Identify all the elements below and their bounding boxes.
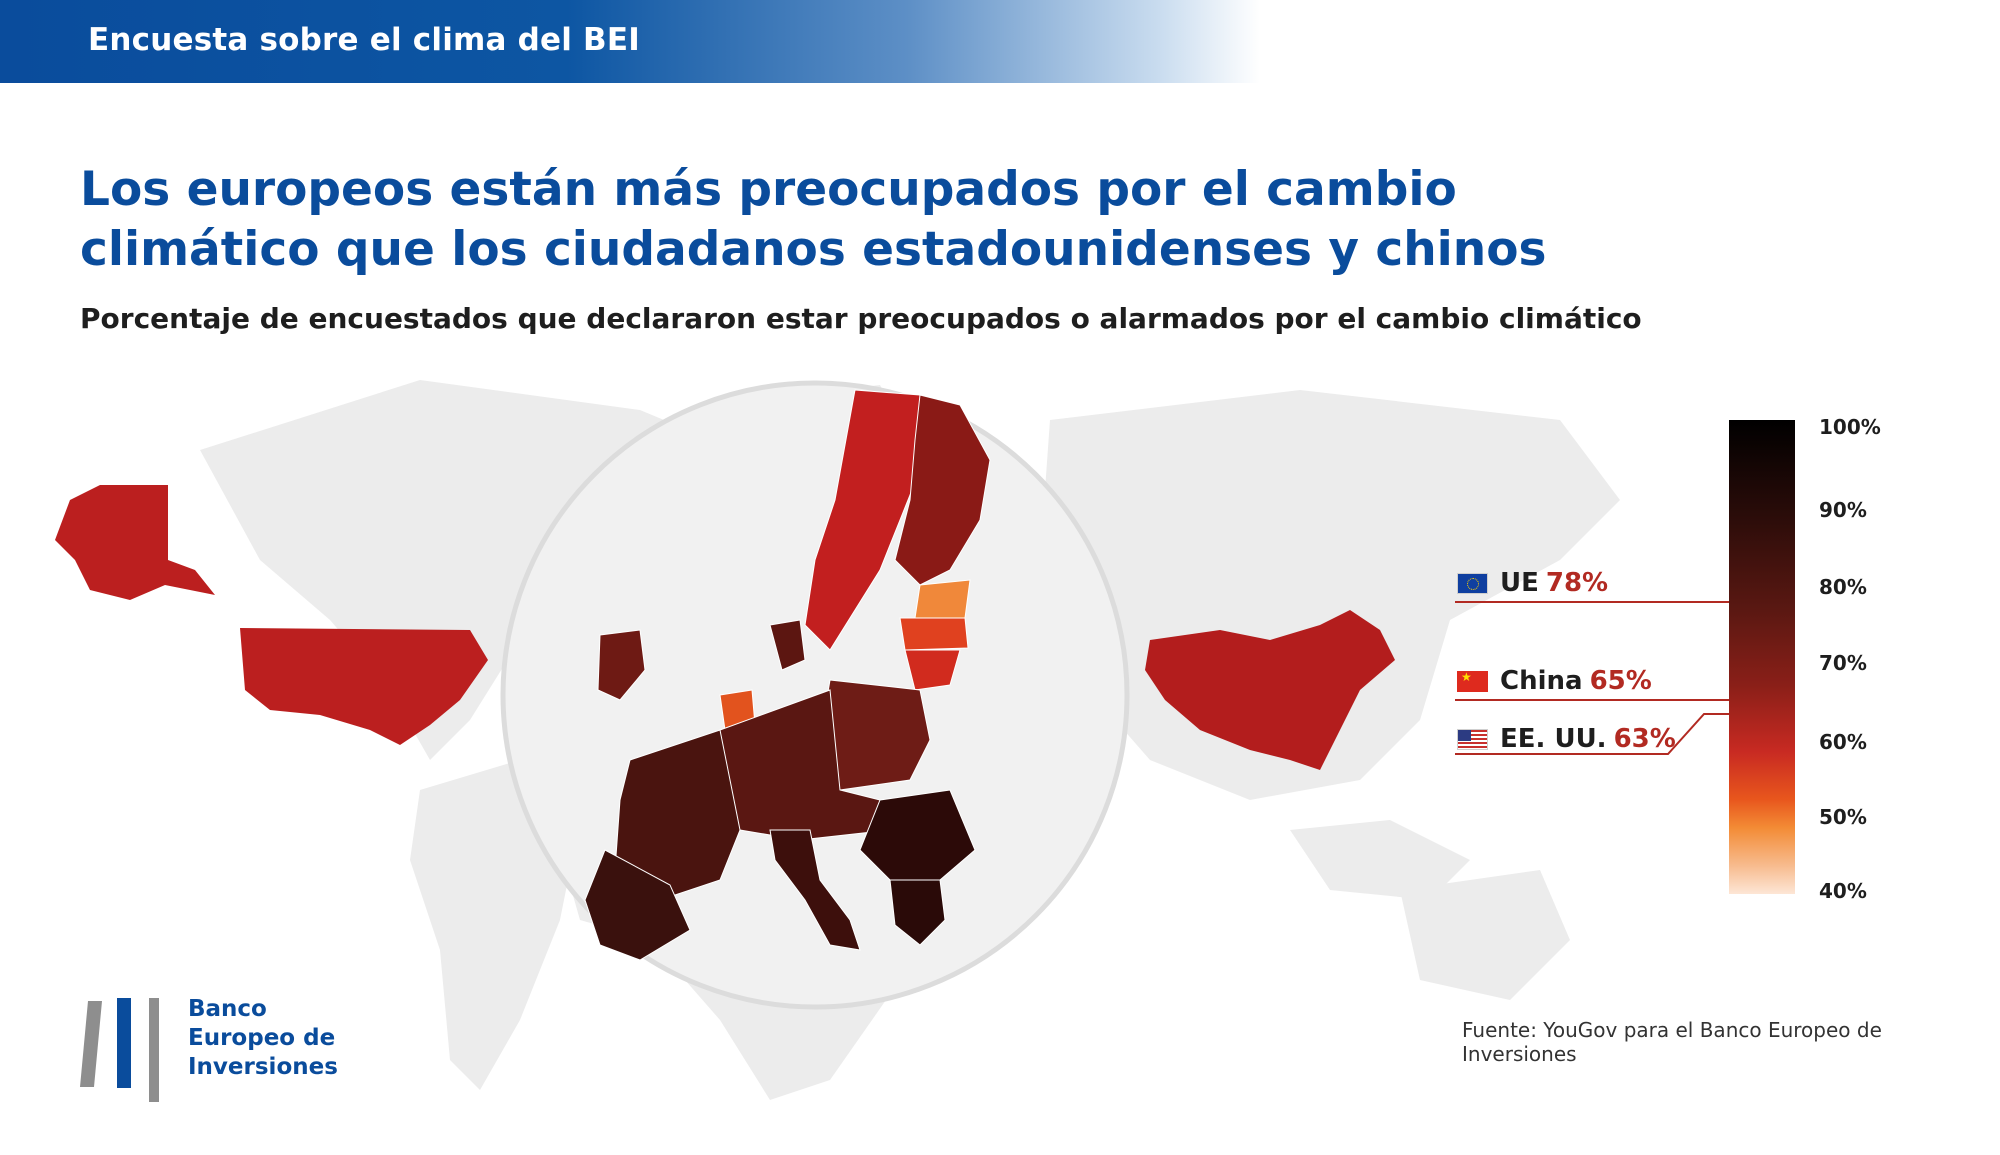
us-flag-icon [1457,729,1488,750]
eib-logo-text: Banco Europeo de Inversiones [188,995,338,1082]
region-latvia [900,618,968,650]
region-alaska [55,485,215,600]
source-note: Fuente: YouGov para el Banco Europeo de … [1462,1018,2000,1066]
logo-line-2: Europeo de [188,1024,338,1053]
china-flag-icon [1457,671,1488,692]
region-estonia [915,580,970,618]
scale-tick: 70% [1819,651,1867,675]
scale-tick: 40% [1819,879,1867,903]
scale-tick: 60% [1819,730,1867,754]
scale-tick: 80% [1819,575,1867,599]
land-australia [1400,870,1570,1000]
callout-china-name: China [1500,666,1583,696]
callout-china: China 65% [1457,664,1652,698]
callout-china-value: 65% [1590,666,1652,696]
logo-line-3: Inversiones [188,1053,338,1082]
callout-ue-name: UE [1500,568,1539,598]
callout-ue-value: 78% [1546,568,1608,598]
callout-us-value: 63% [1614,724,1676,754]
callout-us: EE. UU. 63% [1457,722,1676,756]
logo-bar-1 [80,1001,102,1087]
eu-flag-icon [1457,573,1488,594]
logo-bar-2 [117,998,131,1088]
logo-bar-3 [149,998,159,1102]
color-scale-bar [1729,420,1795,894]
scale-tick: 100% [1819,415,1881,439]
scale-tick: 90% [1819,498,1867,522]
scale-tick: 50% [1819,805,1867,829]
callout-ue: UE 78% [1457,566,1608,600]
eib-logo-mark [80,995,170,1105]
callout-us-name: EE. UU. [1500,724,1607,754]
logo-line-1: Banco [188,995,338,1024]
